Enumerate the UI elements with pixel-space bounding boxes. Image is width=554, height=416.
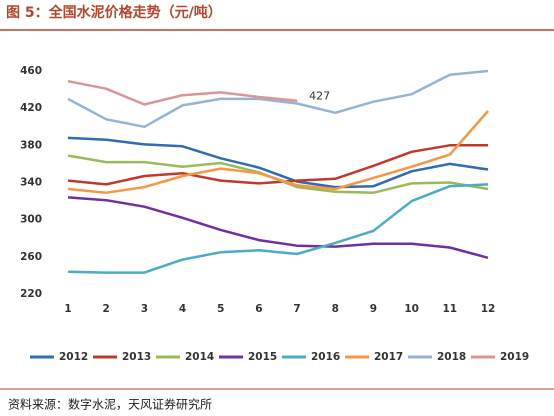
legend-label: 2015 xyxy=(248,351,277,363)
legend-label: 2016 xyxy=(311,351,340,363)
legend-label: 2018 xyxy=(437,351,466,363)
x-tick-label: 4 xyxy=(179,303,186,315)
x-tick-label: 9 xyxy=(370,303,377,315)
x-tick-label: 8 xyxy=(332,303,339,315)
legend-label: 2013 xyxy=(122,351,151,363)
x-tick-label: 11 xyxy=(443,303,458,315)
series-line xyxy=(67,183,489,274)
chart-title: 图 5：全国水泥价格走势（元/吨） xyxy=(6,4,222,21)
x-tick-label: 12 xyxy=(481,303,496,315)
series-line xyxy=(67,79,298,106)
y-tick-label: 260 xyxy=(20,251,42,263)
y-tick-label: 460 xyxy=(20,65,42,77)
legend-label: 2014 xyxy=(185,351,214,363)
legend-label: 2019 xyxy=(500,351,529,363)
annotation: 427 xyxy=(309,90,330,103)
x-tick-label: 7 xyxy=(293,303,300,315)
x-tick-label: 2 xyxy=(103,303,110,315)
x-tick-label: 3 xyxy=(141,303,148,315)
series-line xyxy=(67,136,489,189)
y-tick-label: 340 xyxy=(20,177,42,189)
series-line xyxy=(67,144,488,186)
x-tick-label: 6 xyxy=(255,303,262,315)
y-tick-label: 380 xyxy=(20,139,42,151)
series-line xyxy=(67,196,489,260)
legend-label: 2017 xyxy=(374,351,403,363)
series-line xyxy=(67,69,489,129)
source: 资料来源：数字水泥，天风证券研究所 xyxy=(8,397,212,412)
series-line xyxy=(67,110,489,194)
x-tick-label: 1 xyxy=(64,303,71,315)
legend-label: 2012 xyxy=(59,351,88,363)
y-tick-label: 220 xyxy=(20,288,42,300)
y-tick-label: 420 xyxy=(20,102,42,114)
y-tick-label: 300 xyxy=(20,214,42,226)
x-tick-label: 10 xyxy=(404,303,419,315)
x-tick-label: 5 xyxy=(217,303,224,315)
